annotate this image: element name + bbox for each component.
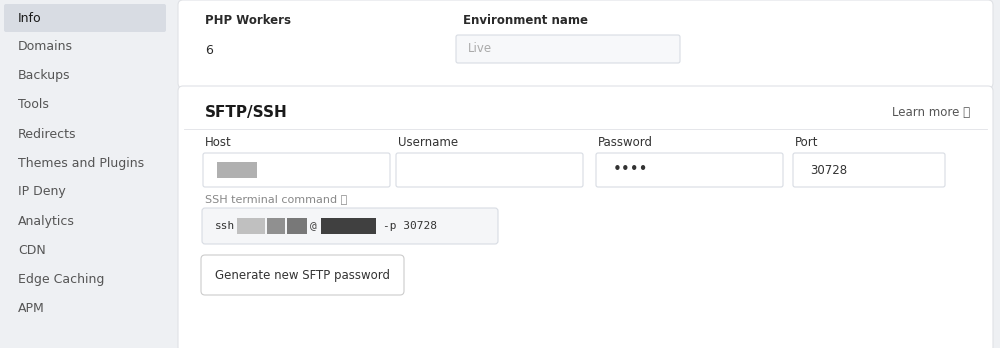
- Text: Username: Username: [398, 136, 458, 150]
- Text: Domains: Domains: [18, 40, 73, 54]
- FancyBboxPatch shape: [456, 35, 680, 63]
- Bar: [237, 218, 265, 234]
- Text: Tools: Tools: [18, 98, 49, 111]
- Bar: [321, 218, 376, 234]
- FancyBboxPatch shape: [201, 255, 404, 295]
- FancyBboxPatch shape: [396, 153, 583, 187]
- Text: CDN: CDN: [18, 244, 46, 256]
- FancyBboxPatch shape: [4, 4, 166, 32]
- FancyBboxPatch shape: [793, 153, 945, 187]
- Text: Port: Port: [795, 136, 818, 150]
- Text: @: @: [310, 221, 317, 231]
- Text: Password: Password: [598, 136, 653, 150]
- Text: Backups: Backups: [18, 70, 70, 82]
- Text: Host: Host: [205, 136, 232, 150]
- Text: Info: Info: [18, 11, 42, 24]
- FancyBboxPatch shape: [596, 153, 783, 187]
- Text: SFTP/SSH: SFTP/SSH: [205, 105, 288, 120]
- Text: Themes and Plugins: Themes and Plugins: [18, 157, 144, 169]
- Bar: [267, 218, 285, 234]
- Text: 30728: 30728: [810, 164, 847, 176]
- Text: Live: Live: [468, 42, 492, 55]
- FancyBboxPatch shape: [202, 208, 498, 244]
- Text: Edge Caching: Edge Caching: [18, 272, 104, 285]
- Text: ••••: ••••: [613, 163, 648, 177]
- Text: Generate new SFTP password: Generate new SFTP password: [215, 269, 390, 282]
- Bar: [217, 162, 257, 178]
- Text: Environment name: Environment name: [463, 14, 588, 26]
- FancyBboxPatch shape: [203, 153, 390, 187]
- Text: PHP Workers: PHP Workers: [205, 14, 291, 26]
- Text: 6: 6: [205, 44, 213, 56]
- Text: -p 30728: -p 30728: [383, 221, 437, 231]
- Bar: [287, 218, 307, 234]
- Text: APM: APM: [18, 301, 45, 315]
- Text: Learn more ⓘ: Learn more ⓘ: [892, 106, 970, 119]
- FancyBboxPatch shape: [178, 86, 993, 348]
- Text: SSH terminal command ⓘ: SSH terminal command ⓘ: [205, 194, 347, 204]
- Text: Redirects: Redirects: [18, 127, 76, 141]
- Text: Analytics: Analytics: [18, 214, 75, 228]
- Text: IP Deny: IP Deny: [18, 185, 66, 198]
- Text: ssh: ssh: [215, 221, 235, 231]
- Bar: [0, 0, 170, 348]
- FancyBboxPatch shape: [178, 0, 993, 88]
